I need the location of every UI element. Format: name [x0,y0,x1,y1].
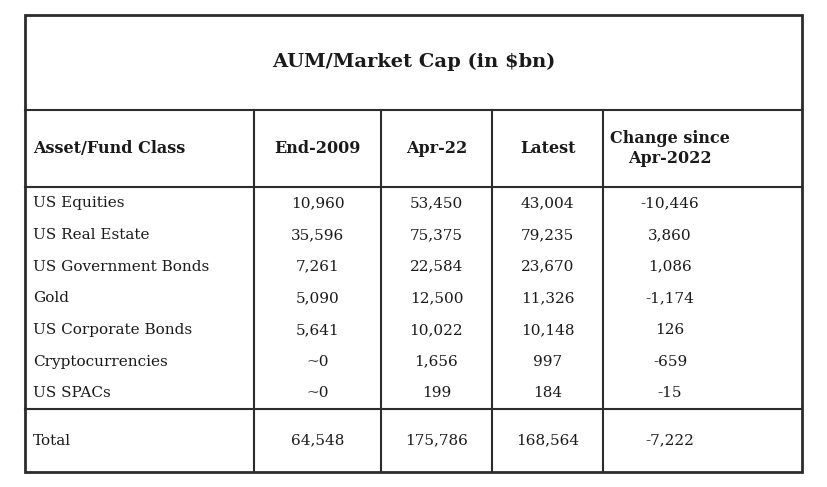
Text: -10,446: -10,446 [641,196,700,210]
Text: 43,004: 43,004 [521,196,574,210]
Text: -15: -15 [657,386,682,400]
Text: 64,548: 64,548 [291,434,344,448]
Text: US Real Estate: US Real Estate [33,228,150,242]
Text: US Government Bonds: US Government Bonds [33,260,209,274]
Text: 126: 126 [656,323,685,337]
Text: -1,174: -1,174 [646,291,695,305]
Text: -7,222: -7,222 [646,434,695,448]
Text: Gold: Gold [33,291,69,305]
Text: Total: Total [33,434,71,448]
Text: 11,326: 11,326 [521,291,574,305]
Text: 1,656: 1,656 [414,355,458,369]
Text: Change since
Apr-2022: Change since Apr-2022 [610,130,730,167]
Text: 997: 997 [533,355,562,369]
Text: AUM/Market Cap (in $bn): AUM/Market Cap (in $bn) [272,53,555,71]
Text: Asset/Fund Class: Asset/Fund Class [33,140,185,157]
Text: 7,261: 7,261 [295,260,339,274]
Text: 175,786: 175,786 [405,434,468,448]
Text: 23,670: 23,670 [521,260,574,274]
Text: 168,564: 168,564 [516,434,579,448]
Text: US Corporate Bonds: US Corporate Bonds [33,323,192,337]
Text: 22,584: 22,584 [409,260,463,274]
Text: -659: -659 [653,355,687,369]
Text: 12,500: 12,500 [409,291,463,305]
Text: 53,450: 53,450 [410,196,463,210]
Text: 10,148: 10,148 [521,323,574,337]
Text: 35,596: 35,596 [291,228,344,242]
Text: 10,022: 10,022 [409,323,463,337]
Text: Apr-22: Apr-22 [406,140,467,157]
Text: 79,235: 79,235 [521,228,574,242]
Text: Cryptocurrencies: Cryptocurrencies [33,355,168,369]
Text: 3,860: 3,860 [648,228,692,242]
Text: 199: 199 [422,386,451,400]
Text: 5,090: 5,090 [295,291,339,305]
Text: 5,641: 5,641 [295,323,339,337]
Text: ~0: ~0 [306,355,329,369]
Text: End-2009: End-2009 [275,140,361,157]
Text: Latest: Latest [520,140,576,157]
Text: US Equities: US Equities [33,196,125,210]
Text: 184: 184 [533,386,562,400]
Text: 10,960: 10,960 [290,196,344,210]
Text: ~0: ~0 [306,386,329,400]
Text: 1,086: 1,086 [648,260,692,274]
Text: US SPACs: US SPACs [33,386,111,400]
Text: 75,375: 75,375 [410,228,463,242]
